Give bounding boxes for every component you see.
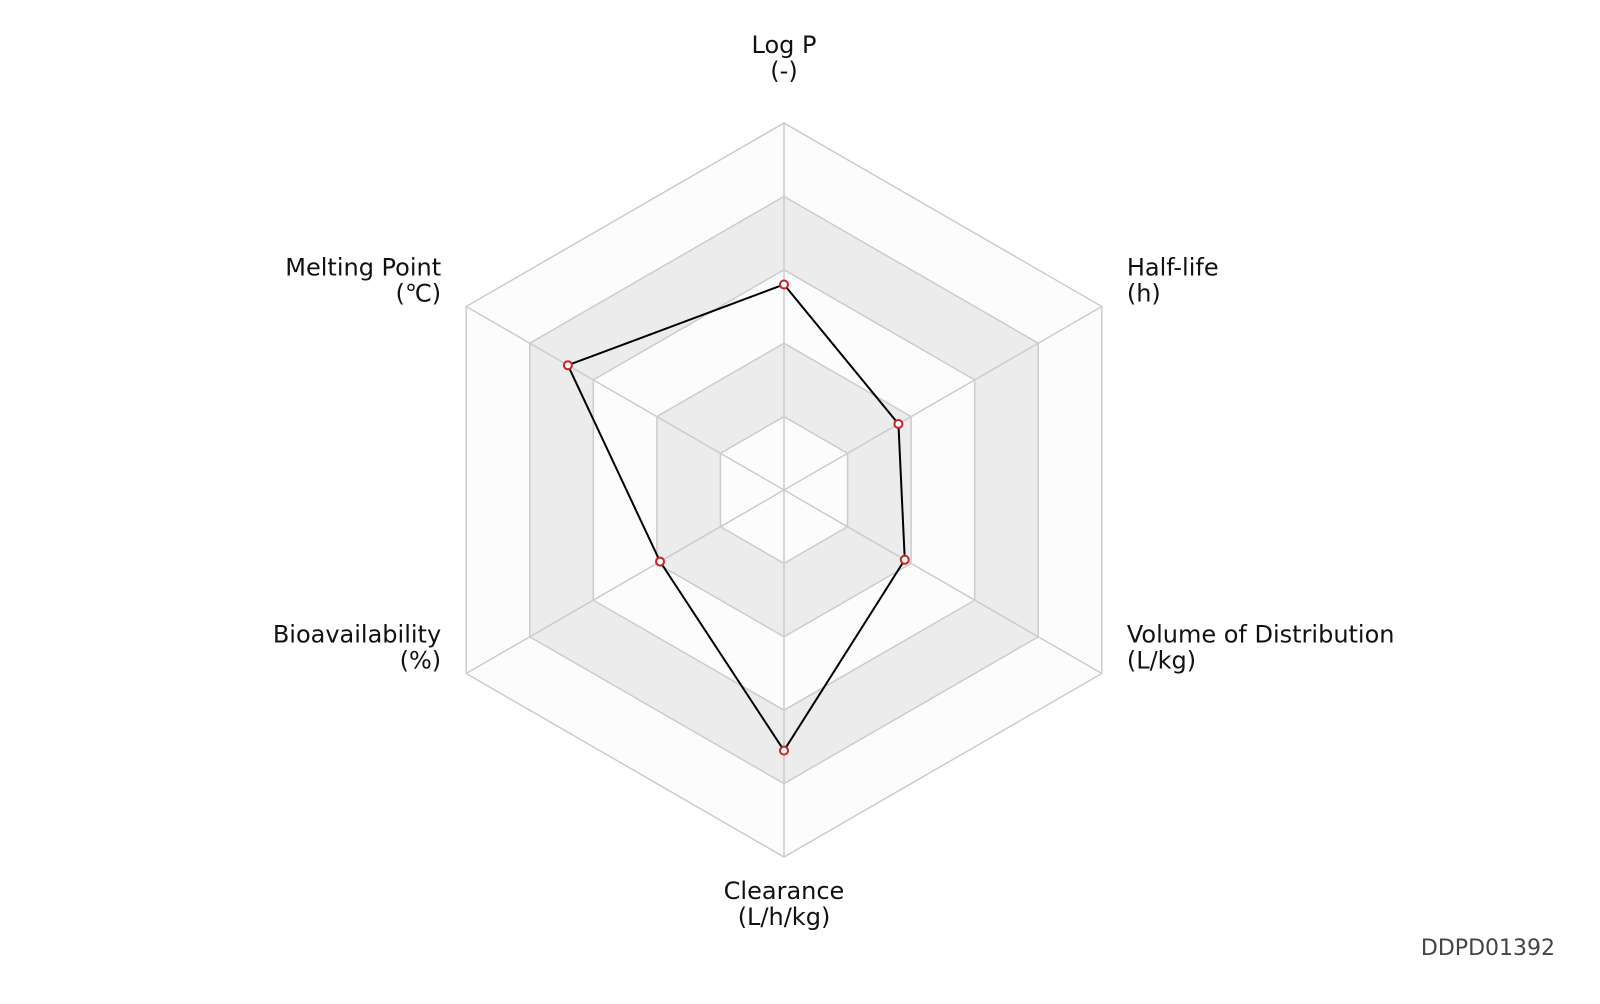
axis-unit: (%) (400, 647, 442, 675)
data-point (893, 418, 904, 429)
axis-unit: (-) (770, 57, 797, 85)
axis-unit: (℃) (395, 280, 441, 308)
axis-unit: (L/h/kg) (738, 903, 831, 931)
axis-spoke (465, 489, 785, 675)
data-point (899, 554, 910, 565)
axis-spoke (783, 489, 1103, 675)
axis-label: Volume of Distribution (1127, 621, 1395, 649)
axis-label: Log P (752, 31, 817, 59)
data-point (562, 360, 573, 371)
data-point (779, 745, 789, 756)
watermark: DDPD01392 (1421, 936, 1555, 961)
axis-label: Half-life (1127, 254, 1219, 282)
axis-label: Melting Point (285, 254, 441, 282)
axis-spoke (465, 305, 785, 491)
axis-label: Bioavailability (273, 621, 441, 649)
data-point (779, 279, 789, 290)
axis-spoke (783, 305, 1103, 491)
axis-unit: (L/kg) (1127, 647, 1196, 675)
axis-label: Clearance (724, 877, 845, 905)
axis-unit: (h) (1127, 280, 1161, 308)
data-point (655, 556, 666, 567)
